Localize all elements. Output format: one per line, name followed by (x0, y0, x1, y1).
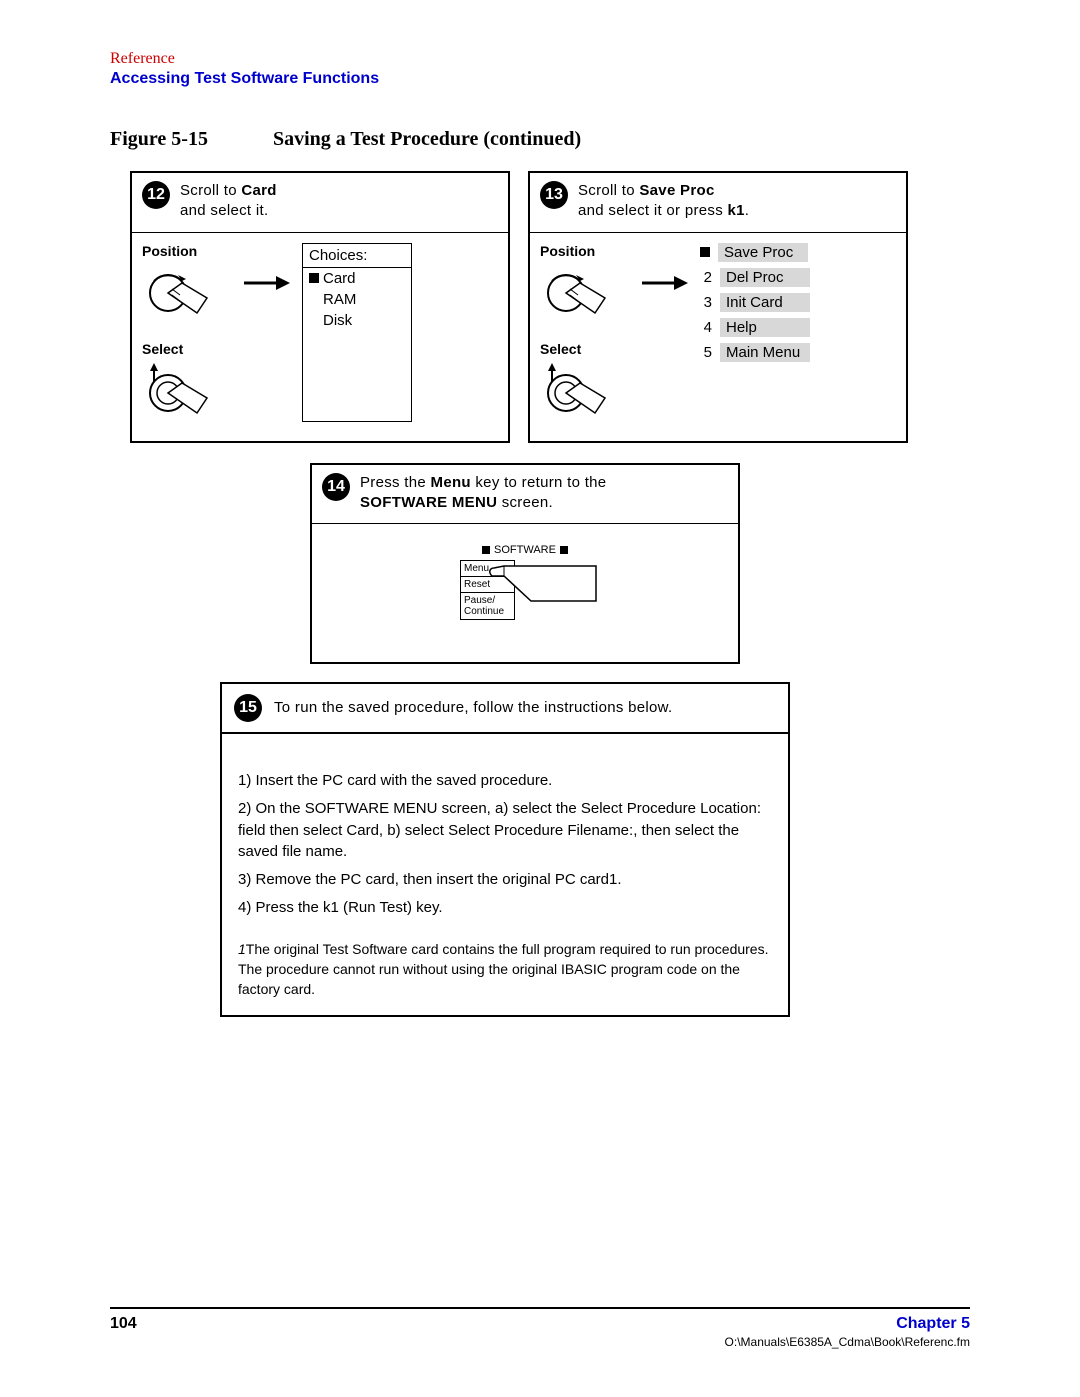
step-15-body: 1) Insert the PC card with the saved pro… (220, 732, 790, 1017)
step-13-text: Scroll to Save Proc and select it or pre… (578, 181, 749, 222)
select-label: Select (142, 341, 232, 357)
footnote: 1The original Test Software card contain… (238, 939, 772, 1000)
file-path: O:\Manuals\E6385A_Cdma\Book\Referenc.fm (110, 1335, 970, 1349)
figure-caption: Saving a Test Procedure (continued) (273, 128, 581, 150)
step-12-number: 12 (142, 181, 170, 209)
step-13-panel: 13 Scroll to Save Proc and select it or … (528, 171, 908, 443)
position-knob-icon (142, 263, 212, 328)
select-knob-icon (142, 361, 212, 426)
instruction-1: 1) Insert the PC card with the saved pro… (238, 770, 772, 792)
step-12-text: Scroll to Card and select it. (180, 181, 277, 222)
select-knob-icon (540, 361, 610, 426)
instruction-4: 4) Press the k1 (Run Test) key. (238, 897, 772, 919)
step-12-panel: 12 Scroll to Card and select it. Positio… (130, 171, 510, 443)
menu-item-save-proc: Save Proc (700, 243, 840, 262)
figure-label: Figure 5-15 (110, 128, 208, 150)
reference-label: Reference (110, 50, 970, 68)
menu-label: Main Menu (720, 343, 810, 362)
steps-12-13-row: 12 Scroll to Card and select it. Positio… (130, 171, 970, 443)
software-button-diagram: SOFTWARE Menu Reset Pause/ Continue (460, 544, 590, 620)
right-arrow-icon (640, 273, 690, 293)
menu-item-help: 4 Help (700, 318, 840, 337)
page-number: 104 (110, 1315, 137, 1333)
step-13-number: 13 (540, 181, 568, 209)
software-label: SOFTWARE (494, 544, 556, 556)
arrow-13 (640, 243, 690, 293)
knob-column-13: Position Select (540, 243, 630, 429)
right-arrow-icon (242, 273, 292, 293)
choice-ram: RAM (303, 289, 411, 310)
step-15-panel: 15 To run the saved procedure, follow th… (220, 682, 790, 1017)
step-14-text: Press the Menu key to return to the SOFT… (360, 473, 606, 514)
choices-box: Choices: Card RAM Disk (302, 243, 412, 422)
menu-item-init-card: 3 Init Card (700, 293, 840, 312)
step-15-head-text: To run the saved procedure, follow the i… (274, 694, 672, 718)
stop-icon (309, 273, 319, 283)
instruction-2: 2) On the SOFTWARE MENU screen, a) selec… (238, 798, 772, 863)
page-footer: 104 Chapter 5 O:\Manuals\E6385A_Cdma\Boo… (110, 1307, 970, 1349)
instruction-3: 3) Remove the PC card, then insert the o… (238, 869, 772, 891)
stop-icon (560, 546, 568, 554)
menu-label: Save Proc (718, 243, 808, 262)
position-label: Position (142, 243, 232, 259)
step-15-number: 15 (234, 694, 262, 722)
step-14-number: 14 (322, 473, 350, 501)
select-label-13: Select (540, 341, 630, 357)
choices-header: Choices: (303, 244, 411, 268)
choice-disk: Disk (303, 310, 411, 331)
chapter-label: Chapter 5 (896, 1315, 970, 1333)
figure-title: Figure 5-15 Saving a Test Procedure (con… (110, 128, 970, 151)
stop-icon (700, 247, 710, 257)
hand-press-icon (486, 556, 606, 626)
menu-label: Del Proc (720, 268, 810, 287)
menu-label: Init Card (720, 293, 810, 312)
step-14-panel: 14 Press the Menu key to return to the S… (310, 463, 740, 665)
menu-item-main-menu: 5 Main Menu (700, 343, 840, 362)
choice-card: Card (303, 268, 411, 289)
knob-column-12: Position Select (142, 243, 232, 429)
menu-list: Save Proc 2 Del Proc 3 Init Card 4 Help (700, 243, 840, 368)
arrow-12 (242, 243, 292, 293)
position-label-13: Position (540, 243, 630, 259)
position-knob-icon (540, 263, 610, 328)
section-title: Accessing Test Software Functions (110, 70, 970, 88)
stop-icon (482, 546, 490, 554)
menu-label: Help (720, 318, 810, 337)
menu-item-del-proc: 2 Del Proc (700, 268, 840, 287)
